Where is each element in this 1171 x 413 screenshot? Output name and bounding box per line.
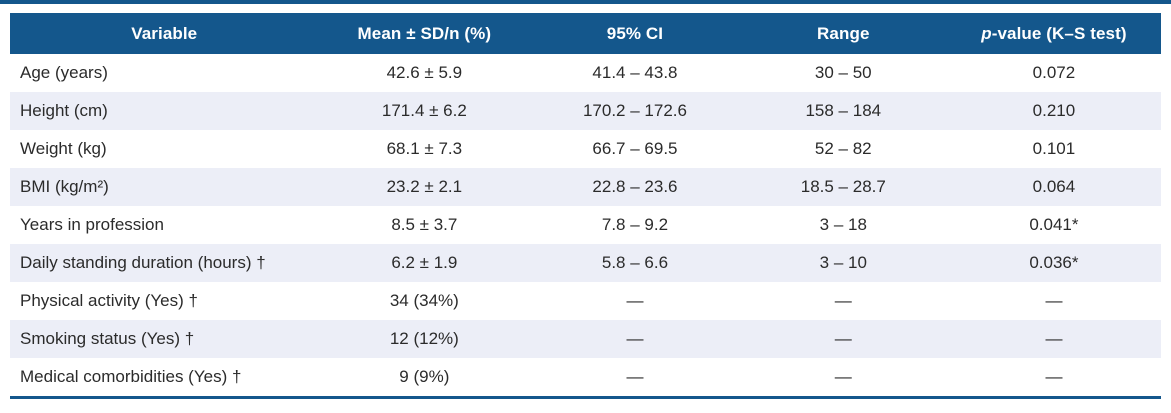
cell-mean: 171.4 ± 6.2 (381, 101, 467, 120)
cell-ci: 5.8 – 6.6 (601, 253, 669, 272)
cell-pvalue: 0.072 (1032, 63, 1076, 82)
cell-variable: Height (cm) (20, 101, 108, 120)
cell-pvalue: — (1045, 367, 1063, 386)
cell-variable: Daily standing duration (hours) † (20, 253, 266, 272)
cell-ci: 66.7 – 69.5 (592, 139, 678, 158)
table-row-height: Height (cm) 171.4 ± 6.2 170.2 – 172.6 15… (10, 92, 1161, 130)
table-row-medical-comorbidities: Medical comorbidities (Yes) † 9 (9%) — —… (10, 358, 1161, 398)
table-row-standing-duration: Daily standing duration (hours) † 6.2 ± … (10, 244, 1161, 282)
cell-range: 158 – 184 (805, 101, 882, 120)
p-header-rest: -value (K–S test) (991, 23, 1127, 43)
cell-mean: 34 (34%) (389, 291, 459, 310)
table-header-row: Variable Mean ± SD/n (%) 95% CI Range p-… (10, 13, 1161, 54)
table-row-years-profession: Years in profession 8.5 ± 3.7 7.8 – 9.2 … (10, 206, 1161, 244)
cell-mean: 8.5 ± 3.7 (391, 215, 458, 234)
col-header-pvalue: p-value (K–S test) (946, 13, 1161, 54)
cell-mean: 12 (12%) (389, 329, 459, 348)
cell-ci: — (626, 291, 644, 310)
cell-range: — (834, 329, 852, 348)
descriptive-statistics-table: Variable Mean ± SD/n (%) 95% CI Range p-… (10, 13, 1161, 399)
top-rule (0, 0, 1171, 4)
cell-variable: Medical comorbidities (Yes) † (20, 367, 242, 386)
cell-variable: Years in profession (20, 215, 164, 234)
table-row-weight: Weight (kg) 68.1 ± 7.3 66.7 – 69.5 52 – … (10, 130, 1161, 168)
cell-mean: 9 (9%) (399, 367, 450, 386)
cell-ci: 22.8 – 23.6 (592, 177, 678, 196)
cell-pvalue: 0.210 (1032, 101, 1076, 120)
col-header-mean-sd: Mean ± SD/n (%) (318, 13, 531, 54)
cell-range: 18.5 – 28.7 (800, 177, 886, 196)
table-body: Age (years) 42.6 ± 5.9 41.4 – 43.8 30 – … (10, 54, 1161, 398)
cell-mean: 68.1 ± 7.3 (386, 139, 463, 158)
cell-variable: Smoking status (Yes) † (20, 329, 195, 348)
cell-pvalue: 0.101 (1032, 139, 1076, 158)
p-italic-letter: p (981, 23, 992, 43)
cell-ci: — (626, 329, 644, 348)
cell-ci: — (626, 367, 644, 386)
cell-pvalue: — (1045, 329, 1063, 348)
table-row-bmi: BMI (kg/m²) 23.2 ± 2.1 22.8 – 23.6 18.5 … (10, 168, 1161, 206)
cell-range: 52 – 82 (814, 139, 872, 158)
cell-range: — (834, 291, 852, 310)
cell-pvalue: 0.064 (1032, 177, 1076, 196)
cell-variable: Age (years) (20, 63, 108, 82)
table-row-smoking-status: Smoking status (Yes) † 12 (12%) — — — (10, 320, 1161, 358)
col-header-range: Range (739, 13, 947, 54)
cell-pvalue: 0.036* (1029, 253, 1079, 272)
cell-variable: Physical activity (Yes) † (20, 291, 198, 310)
cell-mean: 6.2 ± 1.9 (391, 253, 458, 272)
cell-range: 30 – 50 (814, 63, 872, 82)
col-header-95ci: 95% CI (530, 13, 740, 54)
cell-ci: 7.8 – 9.2 (601, 215, 669, 234)
col-header-variable: Variable (10, 13, 319, 54)
cell-pvalue: — (1045, 291, 1063, 310)
cell-mean: 42.6 ± 5.9 (386, 63, 463, 82)
cell-variable: Weight (kg) (20, 139, 107, 158)
cell-ci: 41.4 – 43.8 (592, 63, 678, 82)
cell-pvalue: 0.041* (1029, 215, 1079, 234)
table-row-physical-activity: Physical activity (Yes) † 34 (34%) — — — (10, 282, 1161, 320)
cell-ci: 170.2 – 172.6 (582, 101, 687, 120)
cell-variable: BMI (kg/m²) (20, 177, 109, 196)
cell-range: 3 – 18 (819, 215, 867, 234)
cell-mean: 23.2 ± 2.1 (386, 177, 463, 196)
table-row-age: Age (years) 42.6 ± 5.9 41.4 – 43.8 30 – … (10, 54, 1161, 92)
cell-range: — (834, 367, 852, 386)
cell-range: 3 – 10 (819, 253, 867, 272)
